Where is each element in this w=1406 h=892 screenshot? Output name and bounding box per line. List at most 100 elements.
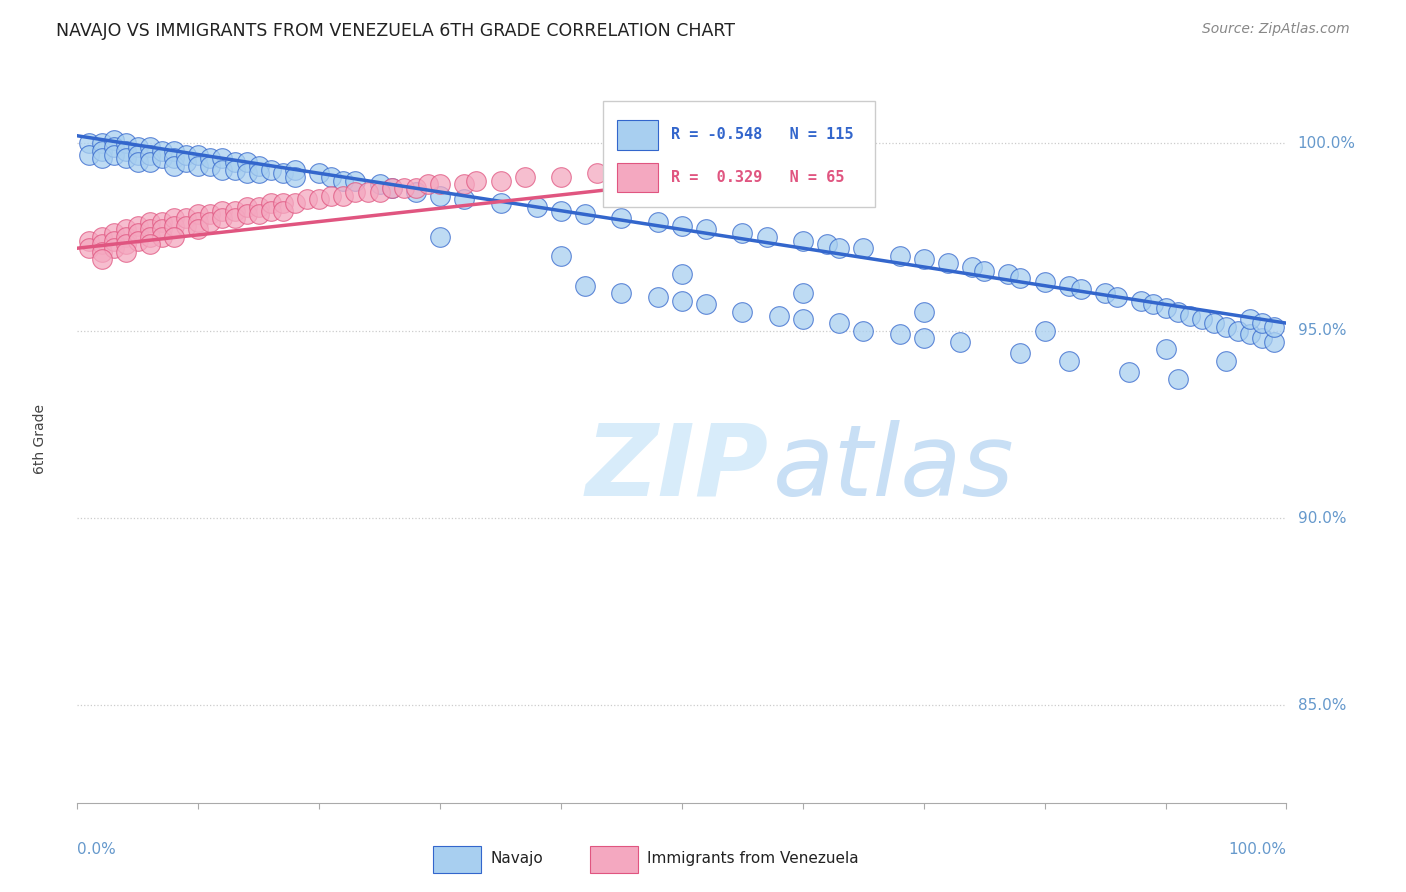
Point <box>139 230 162 244</box>
Point <box>1239 327 1261 342</box>
Point <box>127 155 149 169</box>
Point <box>79 241 101 255</box>
Point <box>235 166 257 180</box>
Point <box>429 178 451 192</box>
Point <box>150 144 173 158</box>
Point <box>332 174 354 188</box>
Point <box>163 144 186 158</box>
Point <box>550 249 572 263</box>
Point <box>731 305 754 319</box>
Point <box>1033 275 1056 289</box>
FancyBboxPatch shape <box>433 846 481 872</box>
Point <box>344 174 367 188</box>
Point <box>247 200 270 214</box>
Point <box>224 211 246 226</box>
Point <box>815 237 838 252</box>
Point <box>647 215 669 229</box>
FancyBboxPatch shape <box>603 102 876 207</box>
Point <box>224 162 246 177</box>
Point <box>90 252 112 267</box>
Point <box>960 260 983 274</box>
Point <box>828 241 851 255</box>
Point <box>79 147 101 161</box>
Point <box>453 178 475 192</box>
Point <box>1154 343 1177 357</box>
Point <box>344 185 367 199</box>
Point <box>1178 309 1201 323</box>
Point <box>1227 324 1250 338</box>
Point <box>1094 286 1116 301</box>
Point <box>308 193 330 207</box>
Point <box>332 188 354 202</box>
Point <box>405 181 427 195</box>
Text: 100.0%: 100.0% <box>1229 842 1286 856</box>
Point <box>200 151 222 165</box>
Point <box>187 207 209 221</box>
Point <box>103 132 125 146</box>
Point <box>429 188 451 202</box>
Point <box>103 234 125 248</box>
Point <box>114 244 136 259</box>
Point <box>647 290 669 304</box>
Point <box>211 162 233 177</box>
Text: atlas: atlas <box>773 420 1014 516</box>
Point <box>284 169 307 184</box>
Point <box>127 147 149 161</box>
Point <box>889 327 911 342</box>
Point <box>114 151 136 165</box>
Point <box>695 297 717 311</box>
Point <box>368 185 391 199</box>
Point <box>90 151 112 165</box>
Point <box>1215 319 1237 334</box>
Point <box>526 200 548 214</box>
Point <box>429 230 451 244</box>
Point <box>1057 278 1080 293</box>
Point <box>79 234 101 248</box>
Point <box>949 334 972 349</box>
Point <box>90 136 112 151</box>
Point <box>610 211 633 226</box>
Point <box>127 140 149 154</box>
Point <box>610 286 633 301</box>
Point <box>139 215 162 229</box>
Point <box>997 268 1019 282</box>
Text: 6th Grade: 6th Grade <box>34 404 48 475</box>
Text: Source: ZipAtlas.com: Source: ZipAtlas.com <box>1202 22 1350 37</box>
Text: 95.0%: 95.0% <box>1298 323 1346 338</box>
Point <box>90 244 112 259</box>
Point <box>200 159 222 173</box>
Point <box>163 219 186 233</box>
Text: 90.0%: 90.0% <box>1298 510 1346 525</box>
Point <box>1251 331 1274 345</box>
Point <box>550 169 572 184</box>
Point <box>1167 305 1189 319</box>
Point <box>90 144 112 158</box>
Point <box>260 196 283 211</box>
Point <box>163 151 186 165</box>
Point <box>489 174 512 188</box>
Point <box>114 230 136 244</box>
Point <box>79 136 101 151</box>
Point <box>1033 324 1056 338</box>
Point <box>1263 334 1285 349</box>
Text: 100.0%: 100.0% <box>1298 136 1355 151</box>
Point <box>1202 316 1225 330</box>
Point <box>90 230 112 244</box>
Point <box>889 249 911 263</box>
Point <box>912 305 935 319</box>
Point <box>671 268 693 282</box>
Point <box>936 256 959 270</box>
Point <box>321 169 343 184</box>
Point <box>1010 271 1032 285</box>
Point <box>768 309 790 323</box>
Point <box>792 312 814 326</box>
Point <box>127 226 149 240</box>
Point <box>321 188 343 202</box>
Point <box>271 196 294 211</box>
Point <box>1251 316 1274 330</box>
Point <box>247 207 270 221</box>
Point <box>671 293 693 308</box>
Point <box>284 196 307 211</box>
Point <box>114 136 136 151</box>
Point <box>163 211 186 226</box>
